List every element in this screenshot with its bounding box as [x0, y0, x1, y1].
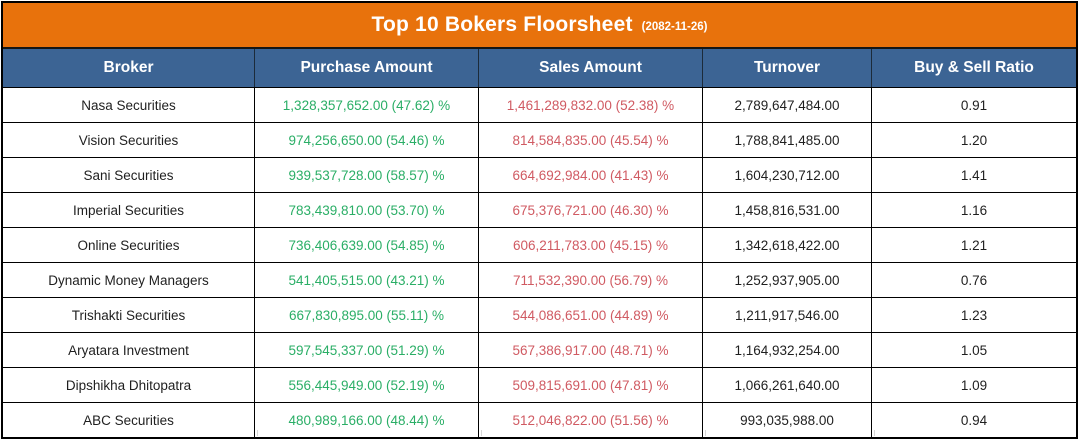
sales-amount-cell: 675,376,721.00 (46.30) %	[479, 193, 703, 227]
sheet-gridline	[481, 430, 482, 436]
column-header-broker: Broker	[3, 49, 255, 87]
turnover-cell: 993,035,988.00	[703, 403, 872, 437]
purchase-amount-cell: 556,445,949.00 (52.19) %	[255, 368, 479, 402]
broker-cell: Sani Securities	[3, 158, 255, 192]
purchase-amount-cell: 736,406,639.00 (54.85) %	[255, 228, 479, 262]
sales-amount-cell: 606,211,783.00 (45.15) %	[479, 228, 703, 262]
table-row: ABC Securities 480,989,166.00 (48.44) % …	[3, 403, 1076, 437]
table-header-row: Broker Purchase Amount Sales Amount Turn…	[3, 49, 1076, 88]
table-row: Sani Securities 939,537,728.00 (58.57) %…	[3, 158, 1076, 193]
purchase-amount-cell: 974,256,650.00 (54.46) %	[255, 123, 479, 157]
turnover-cell: 1,066,261,640.00	[703, 368, 872, 402]
table-row: Dynamic Money Managers 541,405,515.00 (4…	[3, 263, 1076, 298]
broker-cell: Vision Securities	[3, 123, 255, 157]
sales-amount-cell: 512,046,822.00 (51.56) %	[479, 403, 703, 437]
ratio-cell: 1.41	[960, 167, 988, 183]
table-row: Vision Securities 974,256,650.00 (54.46)…	[3, 123, 1076, 158]
sheet-gridline	[257, 430, 258, 436]
title-date: (2082-11-26)	[641, 21, 708, 33]
table-title-band: Top 10 Bokers Floorsheet (2082-11-26)	[3, 3, 1076, 49]
sales-amount-cell: 711,532,390.00 (56.79) %	[479, 263, 703, 297]
turnover-cell: 1,788,841,485.00	[703, 123, 872, 157]
column-header-turnover: Turnover	[703, 49, 872, 87]
table-row: Trishakti Securities 667,830,895.00 (55.…	[3, 298, 1076, 333]
purchase-amount-cell: 597,545,337.00 (51.29) %	[255, 333, 479, 367]
table-body: Nasa Securities 1,328,357,652.00 (47.62)…	[3, 88, 1076, 437]
table-row: Nasa Securities 1,328,357,652.00 (47.62)…	[3, 88, 1076, 123]
sales-amount-cell: 664,692,984.00 (41.43) %	[479, 158, 703, 192]
ratio-cell: 0.91	[960, 97, 988, 113]
broker-cell: Online Securities	[3, 228, 255, 262]
page-title: Top 10 Bokers Floorsheet	[371, 13, 633, 36]
ratio-cell: 1.23	[960, 307, 988, 323]
sheet-gridline	[874, 430, 875, 436]
purchase-amount-cell: 1,328,357,652.00 (47.62) %	[255, 88, 479, 122]
turnover-cell: 2,789,647,484.00	[703, 88, 872, 122]
broker-cell: ABC Securities	[3, 403, 255, 437]
turnover-cell: 1,604,230,712.00	[703, 158, 872, 192]
ratio-cell: 1.21	[960, 237, 988, 253]
broker-cell: Nasa Securities	[3, 88, 255, 122]
table-row: Imperial Securities 783,439,810.00 (53.7…	[3, 193, 1076, 228]
purchase-amount-cell: 939,537,728.00 (58.57) %	[255, 158, 479, 192]
ratio-cell: 0.94	[960, 412, 988, 428]
turnover-cell: 1,211,917,546.00	[703, 298, 872, 332]
table-row: Dipshikha Dhitopatra 556,445,949.00 (52.…	[3, 368, 1076, 403]
ratio-cell: 1.16	[960, 202, 988, 218]
sales-amount-cell: 544,086,651.00 (44.89) %	[479, 298, 703, 332]
ratio-cell: 1.09	[960, 377, 988, 393]
sales-amount-cell: 567,386,917.00 (48.71) %	[479, 333, 703, 367]
purchase-amount-cell: 667,830,895.00 (55.11) %	[255, 298, 479, 332]
table-row: Online Securities 736,406,639.00 (54.85)…	[3, 228, 1076, 263]
broker-cell: Trishakti Securities	[3, 298, 255, 332]
broker-cell: Dipshikha Dhitopatra	[3, 368, 255, 402]
turnover-cell: 1,164,932,254.00	[703, 333, 872, 367]
purchase-amount-cell: 783,439,810.00 (53.70) %	[255, 193, 479, 227]
ratio-cell: 0.76	[960, 272, 988, 288]
turnover-cell: 1,252,937,905.00	[703, 263, 872, 297]
column-header-sales: Sales Amount	[479, 49, 703, 87]
table-row: Aryatara Investment 597,545,337.00 (51.2…	[3, 333, 1076, 368]
turnover-cell: 1,458,816,531.00	[703, 193, 872, 227]
column-header-ratio: Buy & Sell Ratio	[914, 59, 1034, 76]
broker-cell: Aryatara Investment	[3, 333, 255, 367]
broker-cell: Imperial Securities	[3, 193, 255, 227]
sales-amount-cell: 509,815,691.00 (47.81) %	[479, 368, 703, 402]
column-header-purchase: Purchase Amount	[255, 49, 479, 87]
sheet-gridline	[705, 430, 706, 436]
purchase-amount-cell: 541,405,515.00 (43.21) %	[255, 263, 479, 297]
turnover-cell: 1,342,618,422.00	[703, 228, 872, 262]
ratio-cell: 1.05	[960, 342, 988, 358]
ratio-cell: 1.20	[960, 132, 988, 148]
sales-amount-cell: 1,461,289,832.00 (52.38) %	[479, 88, 703, 122]
sales-amount-cell: 814,584,835.00 (45.54) %	[479, 123, 703, 157]
broker-cell: Dynamic Money Managers	[3, 263, 255, 297]
purchase-amount-cell: 480,989,166.00 (48.44) %	[255, 403, 479, 437]
